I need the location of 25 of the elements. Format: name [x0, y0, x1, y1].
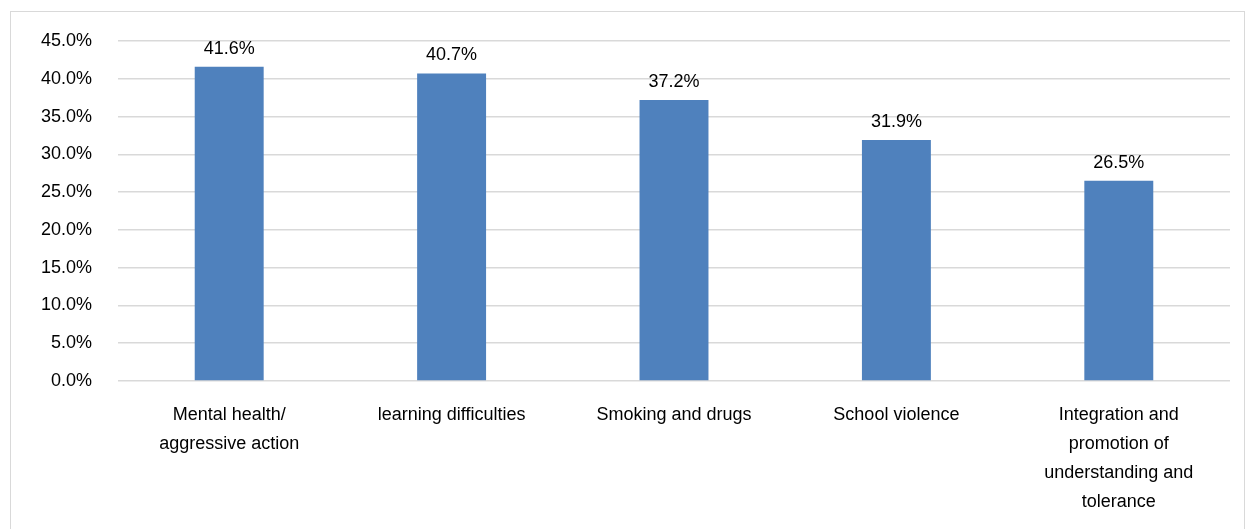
y-tick-label: 40.0%	[40, 67, 92, 88]
x-tick-label: School violence	[833, 404, 960, 425]
bar	[194, 66, 264, 381]
y-tick-label: 30.0%	[40, 143, 92, 164]
y-tick-label: 5.0%	[50, 332, 92, 353]
data-label: 40.7%	[426, 44, 478, 65]
y-tick-label: 20.0%	[40, 218, 92, 239]
x-tick-label: Integration and promotion of understanding and tolerance	[1044, 404, 1194, 511]
x-tick-label: learning difficulties	[377, 404, 526, 425]
data-label: 37.2%	[648, 70, 700, 91]
bar	[1084, 180, 1154, 381]
y-tick-label: 25.0%	[40, 181, 92, 202]
x-tick-label: Smoking and drugs	[596, 404, 752, 425]
bar	[417, 73, 487, 381]
data-label: 41.6%	[203, 37, 255, 58]
data-label: 31.9%	[870, 110, 922, 131]
y-tick-label: 35.0%	[40, 105, 92, 126]
y-tick-label: 45.0%	[40, 29, 92, 50]
y-tick-label: 10.0%	[40, 294, 92, 315]
y-tick-label: 0.0%	[50, 369, 92, 390]
x-tick-label: Mental health/ aggressive action	[159, 404, 300, 454]
data-label: 26.5%	[1093, 151, 1145, 172]
y-tick-label: 15.0%	[40, 256, 92, 277]
bar	[639, 99, 709, 381]
bar	[861, 139, 931, 381]
